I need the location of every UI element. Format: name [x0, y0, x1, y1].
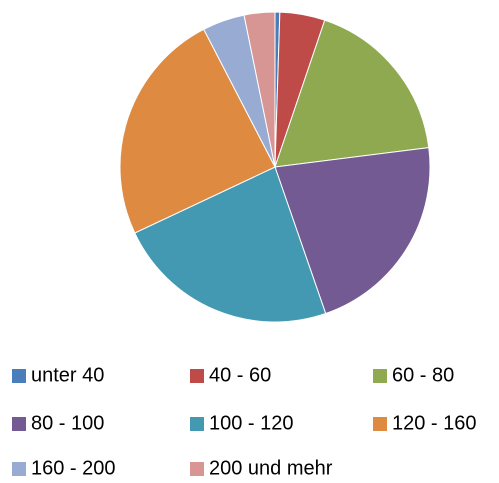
legend-label: 100 - 120: [209, 412, 294, 434]
pie-slice: [243, 11, 276, 168]
legend-label: 200 und mehr: [209, 457, 333, 479]
legend-swatch: [12, 462, 26, 476]
legend-swatch: [12, 369, 26, 383]
legend-label: unter 40: [31, 364, 104, 386]
legend-swatch: [373, 369, 387, 383]
legend-label: 80 - 100: [31, 412, 104, 434]
pie-slice: [134, 166, 327, 323]
legend-swatch: [12, 417, 26, 431]
pie-slice: [274, 147, 431, 315]
pie-slice: [274, 19, 430, 168]
legend-label: 40 - 60: [209, 364, 271, 386]
legend-swatch: [190, 369, 204, 383]
legend-label: 160 - 200: [31, 457, 116, 479]
pie-slice: [119, 28, 276, 234]
legend-swatch: [190, 417, 204, 431]
legend-label: 60 - 80: [392, 364, 454, 386]
legend-swatch: [373, 417, 387, 431]
legend-swatch: [190, 462, 204, 476]
legend-label: 120 - 160: [392, 412, 477, 434]
